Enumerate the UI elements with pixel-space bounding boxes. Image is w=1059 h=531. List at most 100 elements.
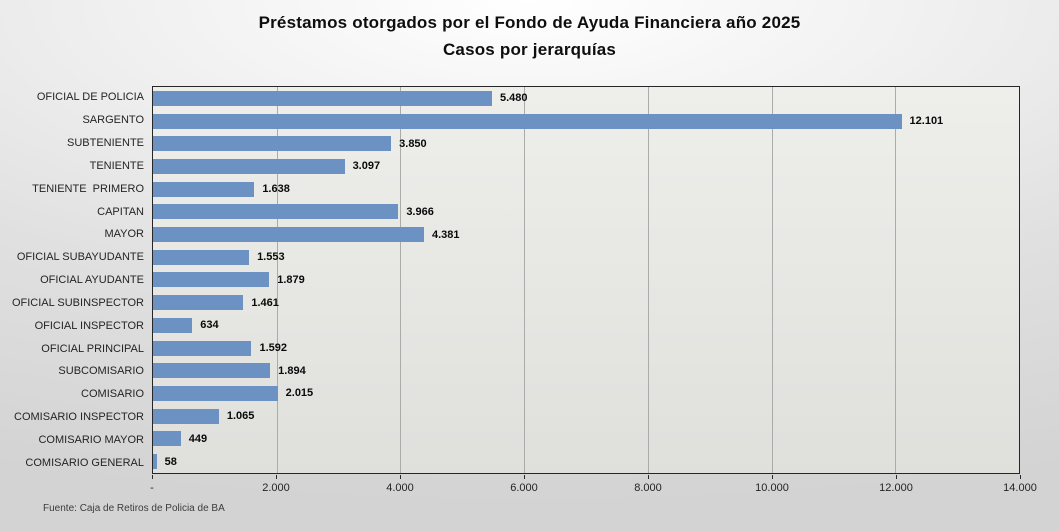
- bar-series: 5.480 12.101 3.850 3.097 1.638 3.966 4.381 1.55…: [153, 87, 1019, 473]
- bar: [153, 158, 345, 174]
- bar-row: 1.065: [153, 405, 1019, 428]
- chart-title-line-2: Casos por jerarquías: [442, 40, 617, 59]
- bar-row: 3.097: [153, 155, 1019, 178]
- bar: [153, 249, 250, 265]
- bar-value-label: 1.638: [262, 183, 290, 196]
- x-axis-tick-label: 6.000: [510, 482, 538, 494]
- bar-value-label: 3.097: [352, 160, 381, 173]
- bar-row: 1.879: [153, 269, 1019, 292]
- bar: [153, 317, 193, 333]
- gridlines: [153, 87, 1019, 473]
- category-label: TENIENTE: [89, 159, 144, 172]
- gridline: [771, 87, 773, 473]
- x-axis: - 2.000 4.000 6.000 8.000 10.000 12.000 14.000: [150, 474, 1037, 502]
- x-axis-tick-mark: [772, 475, 773, 479]
- x-axis-tick-mark: [524, 475, 525, 479]
- category-label: OFICIAL SUBINSPECTOR: [11, 296, 144, 309]
- bar-value-label: 58: [164, 455, 177, 468]
- bar: [153, 363, 271, 379]
- bar-row: 4.381: [153, 223, 1019, 246]
- bar: [153, 295, 244, 311]
- bar-row: 1.553: [153, 246, 1019, 269]
- bar-row: 2.015: [153, 382, 1019, 405]
- bar: [153, 227, 424, 243]
- gridline: [895, 87, 897, 473]
- category-label: CAPITAN: [97, 205, 144, 218]
- bar-value-label: 634: [200, 319, 219, 332]
- x-axis-tick-mark: [276, 475, 277, 479]
- bar: [153, 204, 399, 220]
- category-label: COMISARIO GENERAL: [25, 456, 144, 469]
- x-axis-tick-mark: [1020, 475, 1021, 479]
- category-label: MAYOR: [104, 228, 144, 241]
- bar-value-label: 2.015: [285, 387, 314, 400]
- source-note: Fuente: Caja de Retiros de Policia de BA: [43, 503, 225, 514]
- x-axis-tick-label: 4.000: [386, 482, 414, 494]
- category-label: COMISARIO INSPECTOR: [14, 411, 144, 423]
- x-axis-tick-label: 12.000: [879, 482, 913, 494]
- category-label: SUBCOMISARIO: [58, 365, 144, 378]
- bar-value-label: 1.065: [226, 410, 255, 423]
- bar-row: 5.480: [153, 87, 1019, 110]
- bar: [153, 113, 902, 129]
- bar-value-label: 4.381: [431, 228, 460, 241]
- category-label: OFICIAL INSPECTOR: [34, 319, 144, 332]
- chart-title: Préstamos otorgados por el Fondo de Ayud…: [0, 9, 1059, 63]
- bar-row: 58: [153, 450, 1019, 473]
- bar-row: 12.101: [153, 110, 1019, 133]
- gridline: [276, 87, 278, 473]
- y-axis-category-labels: OFICIAL DE POLICIA SARGENTO SUBTENIENTE TEN…: [0, 86, 144, 474]
- x-axis-tick-label: 10.000: [755, 482, 789, 494]
- bar-value-label: 5.480: [499, 92, 528, 105]
- bar-row: 449: [153, 428, 1019, 451]
- bar: [153, 385, 278, 401]
- category-label: OFICIAL PRINCIPAL: [41, 342, 144, 355]
- category-label: COMISARIO: [81, 388, 144, 401]
- category-label: OFICIAL SUBAYUDANTE: [16, 251, 144, 264]
- bar-row: 3.966: [153, 201, 1019, 224]
- category-label: SUBTENIENTE: [66, 137, 144, 150]
- x-axis-tick-label: -: [150, 482, 154, 494]
- bar-row: 1.592: [153, 337, 1019, 360]
- x-axis-tick-mark: [896, 475, 897, 479]
- bar-value-label: 1.461: [251, 296, 279, 309]
- bar-value-label: 449: [188, 432, 208, 445]
- bar-row: 1.894: [153, 359, 1019, 382]
- bar-row: 634: [153, 314, 1019, 337]
- bar-row: 3.850: [153, 132, 1019, 155]
- plot-area: 5.480 12.101 3.850 3.097 1.638 3.966 4.381 1.55…: [152, 86, 1020, 474]
- x-axis-tick-mark: [400, 475, 401, 479]
- category-label: OFICIAL DE POLICIA: [36, 91, 144, 104]
- x-axis-tick-mark: [152, 475, 153, 479]
- bar-value-label: 3.850: [399, 137, 427, 150]
- bar: [153, 454, 157, 470]
- bar: [153, 340, 252, 356]
- bar-row: 1.461: [153, 291, 1019, 314]
- category-label: COMISARIO MAYOR: [38, 433, 144, 446]
- x-axis-tick-label: 8.000: [634, 482, 662, 494]
- bar-value-label: 3.966: [406, 205, 434, 218]
- category-label: OFICIAL AYUDANTE: [40, 274, 144, 287]
- x-axis-tick-mark: [648, 475, 649, 479]
- bar: [153, 90, 492, 106]
- x-axis-tick-label: 14.000: [1003, 482, 1037, 494]
- x-axis-tick-label: 2.000: [262, 482, 290, 494]
- bar-value-label: 1.894: [278, 364, 306, 377]
- bar: [153, 181, 255, 197]
- bar: [153, 431, 181, 447]
- bar: [153, 408, 219, 424]
- gridline: [400, 87, 402, 473]
- bar-value-label: 1.879: [277, 273, 305, 286]
- bar-row: 1.638: [153, 178, 1019, 201]
- bar-value-label: 1.553: [257, 251, 285, 264]
- gridline: [647, 87, 649, 473]
- bar: [153, 272, 270, 288]
- category-label: TENIENTE PRIMERO: [32, 182, 144, 195]
- bar: [153, 136, 392, 152]
- category-label: SARGENTO: [82, 114, 144, 127]
- bar-value-label: 12.101: [909, 115, 944, 128]
- gridline: [524, 87, 526, 473]
- chart-title-line-1: Préstamos otorgados por el Fondo de Ayud…: [258, 13, 801, 32]
- bar-value-label: 1.592: [259, 342, 287, 355]
